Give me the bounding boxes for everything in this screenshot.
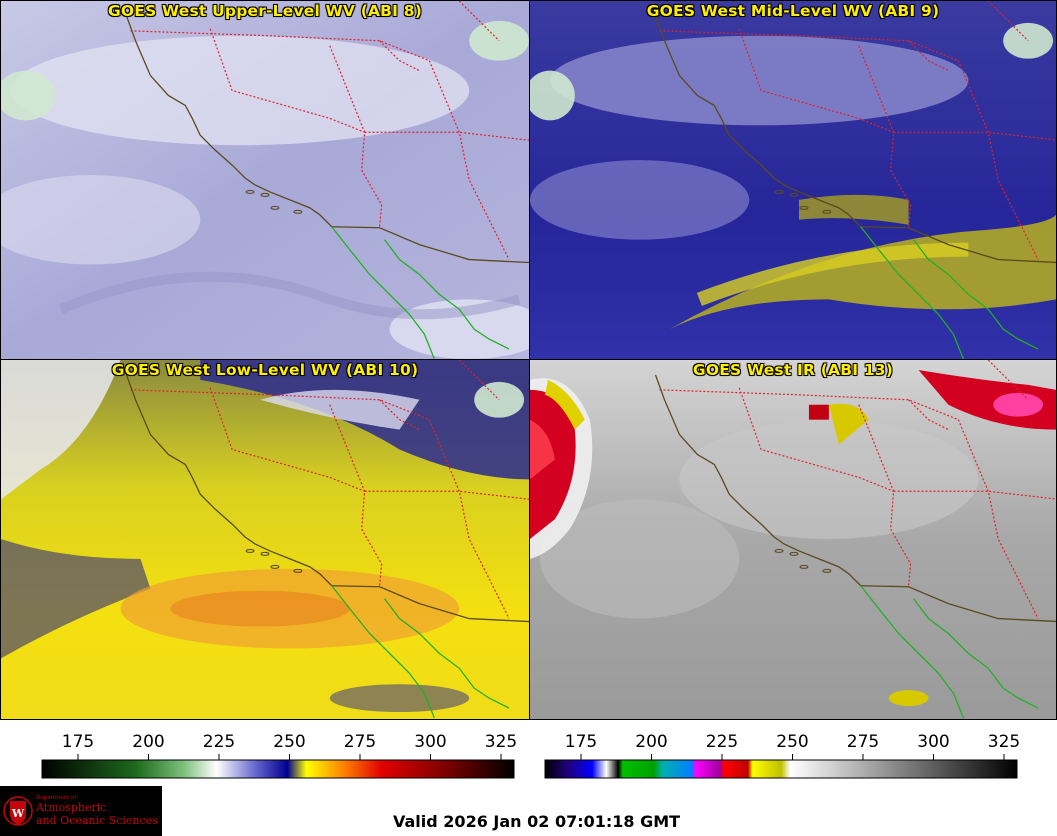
logo-dept: Department of	[36, 795, 77, 801]
svg-text:W: W	[11, 807, 25, 820]
mid-level-wv-panel: GOES West Mid-Level WV (ABI 9)	[529, 0, 1057, 360]
wv-colorbar-svg: 175 200 225 250 275 300 325	[41, 732, 517, 779]
upper-level-wv-panel: GOES West Upper-Level WV (ABI 8)	[0, 0, 530, 360]
aos-logo: W Department of Atmospheric and Oceanic …	[0, 786, 162, 836]
colorbar-tick-label: 225	[203, 732, 235, 752]
colorbar-tick-label: 325	[485, 732, 517, 752]
valid-time: Valid 2026 Jan 02 07:01:18 GMT	[393, 812, 681, 831]
mid-level-wv-image	[530, 1, 1056, 359]
low-level-wv-image	[1, 360, 529, 719]
ir-colorbar: 175 200 225 250 275 300 325	[544, 720, 1020, 780]
colorbar-tick-label: 300	[917, 732, 949, 752]
colorbar-tick-label: 275	[344, 732, 376, 752]
panel-title: GOES West IR (ABI 13)	[692, 361, 894, 379]
colorbar-tick-label: 325	[988, 732, 1020, 752]
upper-level-wv-image	[1, 1, 529, 359]
ir-colorbar-svg: 175 200 225 250 275 300 325	[544, 732, 1020, 779]
map-borders	[654, 360, 1056, 719]
colorbar-tick-label: 225	[706, 732, 738, 752]
ir-image	[530, 360, 1056, 719]
panel-title: GOES West Upper-Level WV (ABI 8)	[107, 2, 423, 20]
colorbar-tick-label: 200	[635, 732, 667, 752]
colorbar-tick-label: 275	[847, 732, 879, 752]
wv-colorbar: 175 200 225 250 275 300 325	[41, 720, 517, 780]
colorbar-tick-label: 250	[776, 732, 808, 752]
colorbar-tick-label: 250	[273, 732, 305, 752]
colorbar-tick-label: 175	[565, 732, 597, 752]
colorbar-tick-label: 200	[132, 732, 164, 752]
logo-line2: and Oceanic Sciences	[36, 814, 158, 827]
uw-crest-icon: W	[3, 796, 33, 826]
logo-line1: Atmospheric	[36, 801, 107, 814]
low-level-wv-panel: GOES West Low-Level WV (ABI 10)	[0, 359, 530, 720]
panel-title: GOES West Mid-Level WV (ABI 9)	[646, 2, 940, 20]
map-borders	[654, 1, 1056, 359]
colorbar-tick-label: 300	[414, 732, 446, 752]
map-borders	[125, 360, 529, 719]
map-borders	[125, 1, 529, 359]
colorbar-tick-label: 175	[62, 732, 94, 752]
panel-title: GOES West Low-Level WV (ABI 10)	[111, 361, 419, 379]
ir-panel: GOES West IR (ABI 13)	[529, 359, 1057, 720]
